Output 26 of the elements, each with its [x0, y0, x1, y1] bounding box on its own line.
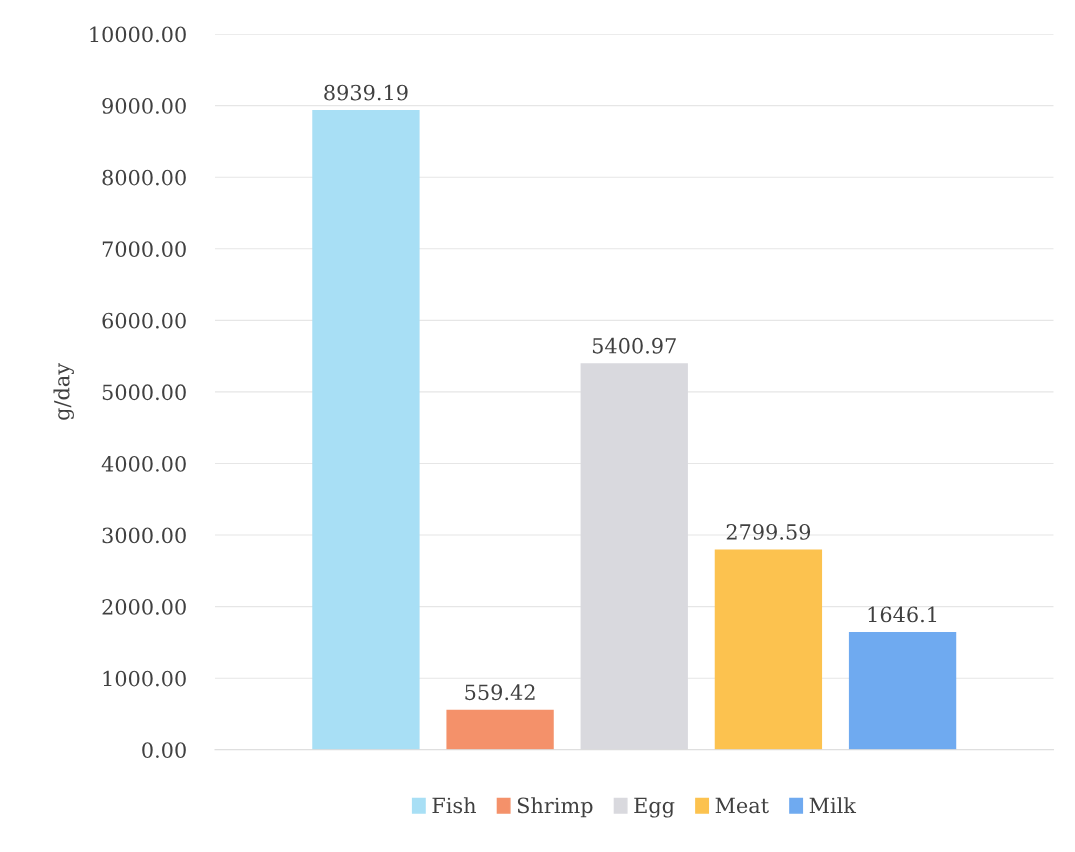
- y-tick-label: 2000.00: [102, 599, 186, 615]
- data-label: 8939.19: [324, 84, 408, 101]
- bar: [848, 631, 957, 750]
- data-label: 5400.97: [592, 337, 676, 354]
- y-tick-label: 5000.00: [102, 384, 186, 401]
- y-tick-label: 3000.00: [102, 527, 186, 544]
- y-tick-label: 1000.00: [103, 670, 186, 687]
- legend-label: Milk: [809, 797, 857, 813]
- y-tick-label: 4000.00: [101, 455, 186, 472]
- y-tick-label: 9000.00: [102, 98, 186, 114]
- data-label: 1646.1: [868, 606, 937, 623]
- y-axis-title: g/day: [53, 363, 74, 420]
- y-tick-label: 10000.00: [90, 26, 186, 43]
- y-tick-label: 0.00: [142, 742, 186, 758]
- legend-label: Egg: [634, 797, 675, 818]
- legend-label: Shrimp: [517, 797, 593, 818]
- y-tick-label: 7000.00: [102, 241, 186, 257]
- y-tick-label: 8000.00: [102, 169, 186, 186]
- legend-label: Fish: [432, 797, 476, 814]
- y-tick-label: 6000.00: [102, 312, 186, 329]
- legend-label: Meat: [715, 797, 769, 814]
- bar: [714, 549, 823, 750]
- bar: [446, 709, 554, 750]
- bar: [312, 110, 420, 750]
- data-label: 2799.59: [726, 524, 811, 540]
- data-label: 559.42: [465, 684, 535, 701]
